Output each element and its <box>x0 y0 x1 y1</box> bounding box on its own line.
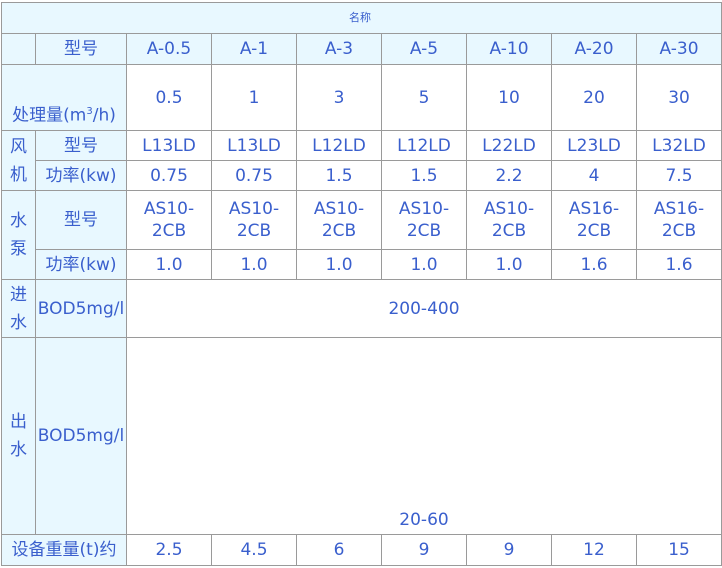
fan-power-cell: 0.75 <box>211 160 297 191</box>
fan-power-cell: 1.5 <box>296 160 382 191</box>
row-outlet: 出水 BOD5mg/l 20-60 <box>1 337 722 535</box>
table-title: 名称 <box>0 2 722 34</box>
fan-model-cell: L13LD <box>211 130 297 161</box>
weight-cell: 6 <box>296 534 382 566</box>
fan-model-cell: L12LD <box>296 130 382 161</box>
capacity-cell: 10 <box>466 64 552 131</box>
label-pump-model: 型号 <box>35 190 127 250</box>
row-fan-power: 功率(kw) 0.75 0.75 1.5 1.5 2.2 4 7.5 <box>2 160 722 191</box>
fan-power-cell: 4 <box>551 160 637 191</box>
model-cell: A-0.5 <box>126 33 212 65</box>
label-pump: 水泵 <box>1 190 36 280</box>
weight-cell: 15 <box>635 534 722 566</box>
pump-power-cell: 1.0 <box>381 249 467 280</box>
capacity-cell: 0.5 <box>126 64 212 131</box>
fan-power-cell: 7.5 <box>635 160 722 191</box>
outlet-bod-value: 20-60 <box>125 337 722 535</box>
label-weight: 设备重量(t)约 <box>1 534 127 566</box>
fan-power-cell: 2.2 <box>466 160 552 191</box>
pump-power-cell: 1.0 <box>126 249 212 280</box>
label-inlet: 进水 <box>1 279 36 338</box>
weight-cell: 2.5 <box>126 534 212 566</box>
pump-power-cell: 1.6 <box>635 249 722 280</box>
pump-model-cell: AS16-2CB <box>551 190 637 250</box>
label-model: 型号 <box>35 33 127 65</box>
model-cell: A-20 <box>551 33 637 65</box>
fan-power-cell: 0.75 <box>126 160 212 191</box>
pump-power-cell: 1.0 <box>466 249 552 280</box>
pump-power-cell: 1.0 <box>296 249 382 280</box>
capacity-cell: 5 <box>381 64 467 131</box>
pump-model-cell: AS10-2CB <box>466 190 552 250</box>
row-pump-model: 水泵 型号 AS10-2CB AS10-2CB AS10-2CB AS10-2CB AS… <box>1 190 722 280</box>
capacity-cell: 30 <box>635 64 722 131</box>
label-pump-power: 功率(kw) <box>35 249 127 280</box>
pump-model-cell: AS10-2CB <box>126 190 212 250</box>
label-capacity: 处理量(m3/h) <box>1 64 127 131</box>
fan-model-cell: L13LD <box>126 130 212 161</box>
capacity-cell: 20 <box>551 64 637 131</box>
capacity-label-unit: /h) <box>92 106 116 126</box>
weight-cell: 12 <box>551 534 637 566</box>
row-model: 型号 A-0.5 A-1 A-3 A-5 A-10 A-20 A-30 <box>1 33 722 65</box>
pump-model-cell: AS16-2CB <box>635 190 722 250</box>
row-capacity: 处理量(m3/h) 0.5 1 3 5 10 20 30 <box>1 64 722 131</box>
pump-model-cell: AS10-2CB <box>211 190 297 250</box>
fan-model-cell: L22LD <box>466 130 552 161</box>
label-outlet-bod: BOD5mg/l <box>35 337 127 535</box>
weight-cell: 9 <box>381 534 467 566</box>
weight-cell: 4.5 <box>211 534 297 566</box>
model-cell: A-5 <box>381 33 467 65</box>
model-cell: A-1 <box>211 33 297 65</box>
capacity-cell: 1 <box>211 64 297 131</box>
fan-model-cell: L12LD <box>381 130 467 161</box>
label-outlet: 出水 <box>1 337 36 535</box>
pump-power-cell: 1.0 <box>211 249 297 280</box>
model-cell: A-10 <box>466 33 552 65</box>
label-fan: 风机 <box>1 130 36 191</box>
label-fan-model: 型号 <box>35 130 127 161</box>
label-fan-power: 功率(kw) <box>35 160 127 191</box>
capacity-label-sup: 3 <box>86 106 93 118</box>
row-inlet: 进水 BOD5mg/l 200-400 <box>1 279 722 338</box>
empty-cell <box>1 33 36 65</box>
row-fan-model: 风机 型号 L13LD L13LD L12LD L12LD L22LD L23LD L32L… <box>1 130 722 191</box>
pump-model-cell: AS10-2CB <box>381 190 467 250</box>
model-cell: A-3 <box>296 33 382 65</box>
model-cell: A-30 <box>635 33 722 65</box>
fan-power-cell: 1.5 <box>381 160 467 191</box>
weight-cell: 9 <box>466 534 552 566</box>
pump-power-cell: 1.6 <box>551 249 637 280</box>
capacity-cell: 3 <box>296 64 382 131</box>
row-pump-power: 功率(kw) 1.0 1.0 1.0 1.0 1.0 1.6 1.6 <box>2 249 722 280</box>
row-weight: 设备重量(t)约 2.5 4.5 6 9 9 12 15 <box>1 534 722 566</box>
fan-model-cell: L32LD <box>635 130 722 161</box>
pump-model-cell: AS10-2CB <box>296 190 382 250</box>
fan-model-cell: L23LD <box>551 130 637 161</box>
label-inlet-bod: BOD5mg/l <box>35 279 127 338</box>
capacity-label-text: 处理量(m <box>12 106 87 126</box>
inlet-bod-value: 200-400 <box>125 279 722 338</box>
